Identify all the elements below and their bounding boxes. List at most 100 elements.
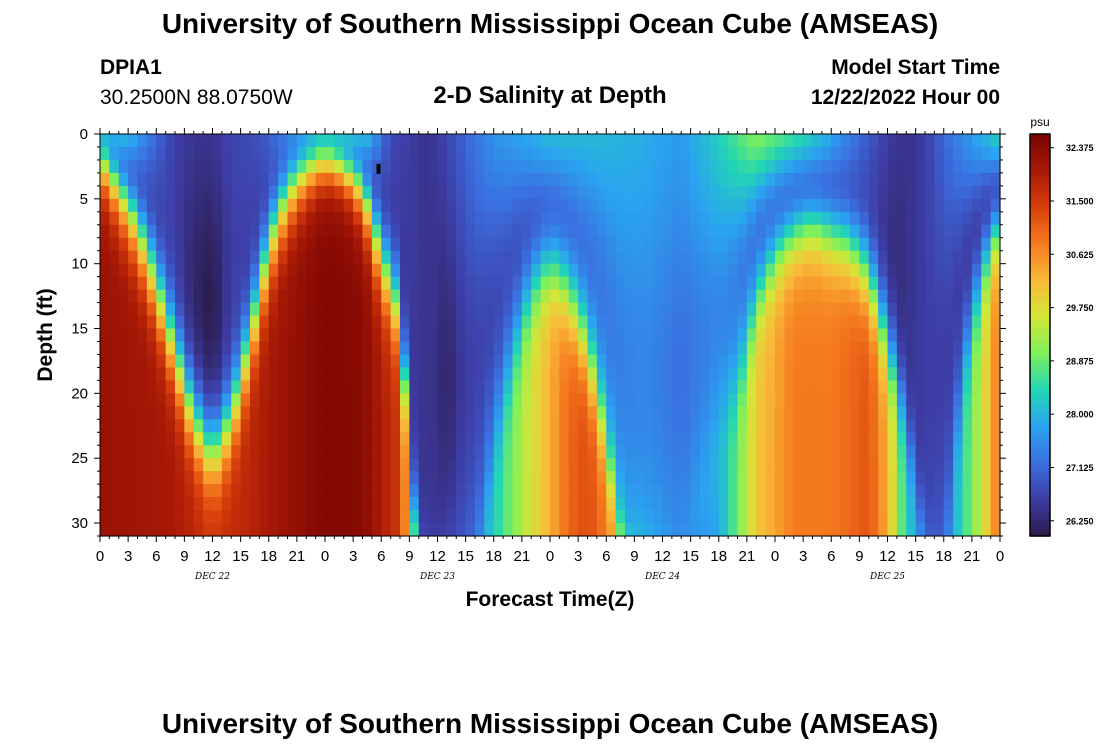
- heatmap-cell: [803, 419, 814, 433]
- heatmap-cell: [531, 484, 542, 498]
- heatmap-cell: [878, 315, 889, 330]
- heatmap-cell: [343, 315, 354, 330]
- heatmap-cell: [690, 432, 701, 446]
- heatmap-cell: [568, 134, 579, 148]
- heatmap-cell: [250, 328, 260, 343]
- heatmap-cell: [821, 237, 832, 252]
- heatmap-cell: [165, 406, 176, 420]
- colorbar-swatch: [1030, 420, 1050, 424]
- heatmap-cell: [981, 172, 992, 187]
- heatmap-cell: [653, 250, 664, 265]
- heatmap-cell: [362, 510, 373, 524]
- heatmap-cell: [709, 172, 720, 187]
- colorbar-swatch: [1030, 229, 1050, 233]
- heatmap-cell: [943, 341, 954, 356]
- heatmap-cell: [334, 497, 345, 511]
- heatmap-cell: [568, 315, 579, 330]
- heatmap-cell: [418, 185, 429, 200]
- heatmap-cell: [100, 263, 110, 278]
- heatmap-cell: [315, 302, 326, 317]
- heatmap-cell: [756, 185, 767, 200]
- heatmap-cell: [934, 445, 945, 459]
- heatmap-cell: [718, 354, 729, 369]
- heatmap-cell: [118, 263, 129, 278]
- heatmap-cell: [596, 263, 607, 278]
- heatmap-cell: [325, 471, 335, 485]
- heatmap-cell: [325, 380, 335, 394]
- heatmap-cell: [475, 315, 485, 330]
- heatmap-cell: [634, 354, 645, 369]
- heatmap-cell: [475, 523, 485, 537]
- heatmap-cell: [240, 445, 251, 459]
- heatmap-cell: [428, 289, 439, 304]
- heatmap-cell: [184, 406, 195, 420]
- heatmap-cell: [793, 146, 804, 161]
- heatmap-cell: [343, 445, 354, 459]
- heatmap-cell: [165, 146, 176, 161]
- heatmap-cell: [259, 211, 270, 226]
- heatmap-cell: [775, 198, 785, 213]
- y-axis-label: Depth (ft): [34, 288, 57, 381]
- heatmap-cell: [465, 432, 476, 446]
- heatmap-cell: [953, 497, 964, 511]
- heatmap-cell: [615, 134, 626, 148]
- heatmap-cell: [728, 380, 739, 394]
- heatmap-cell: [906, 445, 917, 459]
- heatmap-cell: [278, 224, 289, 239]
- heatmap-cell: [803, 445, 814, 459]
- heatmap-cell: [587, 432, 598, 446]
- heatmap-cell: [578, 315, 589, 330]
- heatmap-cell: [296, 510, 307, 524]
- heatmap-cell: [606, 406, 617, 420]
- heatmap-cell: [643, 146, 654, 161]
- heatmap-cell: [671, 289, 682, 304]
- heatmap-cell: [446, 510, 457, 524]
- x-tick-label: 6: [152, 548, 160, 565]
- heatmap-cell: [512, 380, 523, 394]
- heatmap-cell: [446, 419, 457, 433]
- heatmap-cell: [850, 471, 860, 485]
- heatmap-cell: [371, 367, 382, 381]
- heatmap-cell: [906, 328, 917, 343]
- heatmap-cell: [428, 367, 439, 381]
- heatmap-cell: [259, 328, 270, 343]
- heatmap-cell: [278, 510, 289, 524]
- heatmap-cell: [868, 263, 879, 278]
- heatmap-cell: [409, 237, 420, 252]
- heatmap-cell: [896, 172, 907, 187]
- heatmap-cell: [221, 159, 232, 174]
- heatmap-cell: [475, 510, 485, 524]
- heatmap-cell: [240, 510, 251, 524]
- heatmap-cell: [990, 198, 1001, 213]
- heatmap-cell: [437, 198, 448, 213]
- heatmap-cell: [878, 250, 889, 265]
- heatmap-cell: [793, 198, 804, 213]
- heatmap-cell: [493, 263, 504, 278]
- heatmap-cell: [137, 406, 148, 420]
- heatmap-cell: [193, 380, 204, 394]
- heatmap-cell: [718, 289, 729, 304]
- heatmap-cell: [728, 367, 739, 381]
- colorbar-swatch: [1030, 224, 1050, 228]
- heatmap-cell: [165, 497, 176, 511]
- heatmap-cell: [934, 315, 945, 330]
- heatmap-cell: [240, 471, 251, 485]
- heatmap-cell: [971, 224, 982, 239]
- heatmap-cell: [128, 328, 139, 343]
- heatmap-cell: [521, 471, 532, 485]
- heatmap-cell: [700, 523, 710, 537]
- heatmap-cell: [231, 237, 242, 252]
- heatmap-cell: [943, 445, 954, 459]
- heatmap-cell: [906, 211, 917, 226]
- heatmap-cell: [587, 406, 598, 420]
- heatmap-cell: [681, 406, 692, 420]
- heatmap-cell: [568, 263, 579, 278]
- heatmap-cell: [765, 237, 776, 252]
- heatmap-cell: [212, 263, 223, 278]
- heatmap-cell: [859, 276, 870, 291]
- x-tick-label: 6: [377, 548, 385, 565]
- heatmap-cell: [990, 146, 1001, 161]
- heatmap-cell: [193, 406, 204, 420]
- colorbar-swatch: [1030, 272, 1050, 276]
- heatmap-cell: [165, 341, 176, 356]
